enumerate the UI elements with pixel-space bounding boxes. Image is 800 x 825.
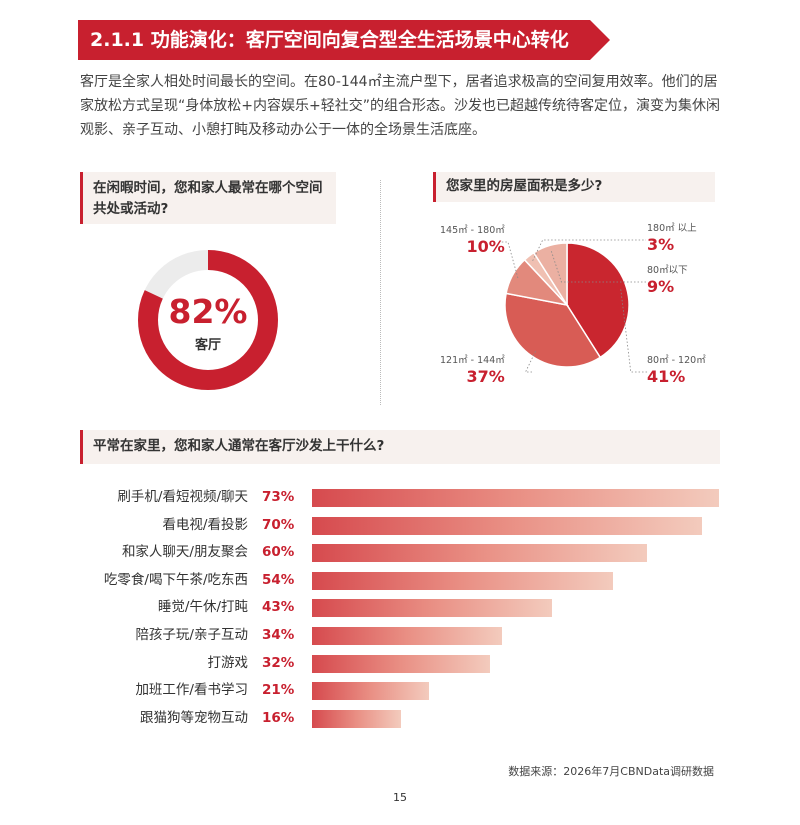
bar-value-label: 54%	[262, 571, 295, 588]
pie-label-80-120: 80㎡ - 120㎡ 41%	[647, 354, 706, 387]
pie-label-range: 80㎡ - 120㎡	[647, 355, 706, 366]
bar	[312, 627, 502, 645]
bar-category-label: 陪孩子玩/亲子互动	[135, 627, 248, 643]
bar-row: 睡觉/午休/打盹 43%	[0, 593, 800, 621]
bar	[312, 489, 719, 507]
bar-value-label: 60%	[262, 544, 295, 561]
pie-label-range: 121㎡ - 144㎡	[440, 355, 505, 366]
bar-value-label: 70%	[262, 516, 295, 533]
pie-label-180-plus: 180㎡ 以上 3%	[647, 222, 697, 255]
bar-row: 吃零食/喝下午茶/吃东西 54%	[0, 566, 800, 594]
pie-slice	[532, 242, 568, 308]
bar-category-label: 睡觉/午休/打盹	[157, 599, 248, 616]
bar	[312, 599, 552, 618]
question-house-area: 您家里的房屋面积是多少?	[433, 172, 715, 202]
column-divider	[380, 180, 381, 405]
bar-value-label: 21%	[262, 682, 295, 699]
bar-value-label: 43%	[262, 599, 295, 616]
bar	[312, 571, 614, 590]
page-number: 15	[393, 791, 407, 804]
pie-leader-line	[524, 351, 536, 373]
pie-label-145-180: 145㎡ - 180㎡ 10%	[440, 224, 505, 257]
bar-row: 打游戏 32%	[0, 649, 800, 677]
bar	[312, 682, 430, 701]
pie-label-pct: 3%	[647, 235, 675, 254]
pie-leader-line	[620, 289, 648, 373]
data-source: 数据来源：2026年7月CBNData调研数据	[508, 765, 714, 778]
bar	[312, 544, 647, 563]
bar-value-label: 34%	[262, 627, 295, 643]
pie-label-range: 80㎡以下	[647, 265, 688, 276]
bar-category-label: 看电视/看投影	[162, 516, 248, 533]
pie-label-pct: 41%	[647, 367, 686, 386]
bar-row: 跟猫狗等宠物互动 16%	[0, 704, 800, 732]
bar-value-label: 32%	[262, 654, 295, 671]
bar-category-label: 刷手机/看短视频/聊天	[117, 489, 248, 505]
pie-label-under-80: 80㎡以下 9%	[647, 264, 688, 297]
house-area-pie-chart: 145㎡ - 180㎡ 10% 180㎡ 以上 3% 80㎡以下 9% 121㎡…	[400, 210, 730, 400]
pie-leader-line	[532, 239, 646, 261]
pie-label-pct: 10%	[466, 237, 505, 256]
bar-value-label: 73%	[262, 489, 295, 505]
bar-value-label: 16%	[262, 709, 295, 726]
pie-slice	[504, 292, 602, 368]
question-sofa-activity: 平常在家里，您和家人通常在客厅沙发上干什么?	[80, 430, 720, 464]
section-banner: 2.1.1 功能演化：客厅空间向复合型全生活场景中心转化	[78, 20, 610, 60]
bar-category-label: 吃零食/喝下午茶/吃东西	[103, 571, 248, 588]
pie-leader-line	[500, 241, 519, 279]
bar-row: 和家人聊天/朋友聚会 60%	[0, 538, 800, 566]
banner-arrow-shape	[78, 20, 610, 60]
bar	[312, 709, 402, 728]
donut-svg	[138, 250, 278, 390]
section-title: 2.1.1 功能演化：客厅空间向复合型全生活场景中心转化	[90, 29, 569, 51]
bar	[312, 516, 703, 535]
pie-svg	[500, 239, 648, 373]
bar	[312, 654, 491, 673]
bar-row: 加班工作/看书学习 21%	[0, 676, 800, 704]
question-leisure-space: 在闲暇时间，您和家人最常在哪个空间共处或活动?	[80, 172, 336, 224]
bar-category-label: 和家人聊天/朋友聚会	[121, 544, 248, 561]
bar-row: 陪孩子玩/亲子互动 34%	[0, 621, 800, 649]
donut-value-label: 82%	[168, 292, 248, 331]
pie-label-range: 180㎡ 以上	[647, 223, 697, 234]
pie-label-range: 145㎡ - 180㎡	[440, 225, 505, 236]
intro-paragraph: 客厅是全家人相处时间最长的空间。在80-144㎡主流户型下，居者追求极高的空间复…	[80, 74, 720, 138]
bar-row: 看电视/看投影 70%	[0, 511, 800, 539]
donut-category-label: 客厅	[194, 338, 221, 353]
donut-chart: 82% 客厅	[138, 250, 278, 390]
bar-category-label: 加班工作/看书学习	[135, 682, 248, 699]
pie-label-121-144: 121㎡ - 144㎡ 37%	[440, 354, 505, 387]
bar-category-label: 跟猫狗等宠物互动	[140, 709, 248, 726]
bar-row: 刷手机/看短视频/聊天 73%	[0, 483, 800, 511]
donut-value-arc	[138, 250, 278, 390]
pie-label-pct: 9%	[647, 277, 675, 296]
pie-label-pct: 37%	[466, 367, 505, 386]
pie-leader-line	[550, 251, 646, 283]
bar-category-label: 打游戏	[207, 654, 249, 671]
